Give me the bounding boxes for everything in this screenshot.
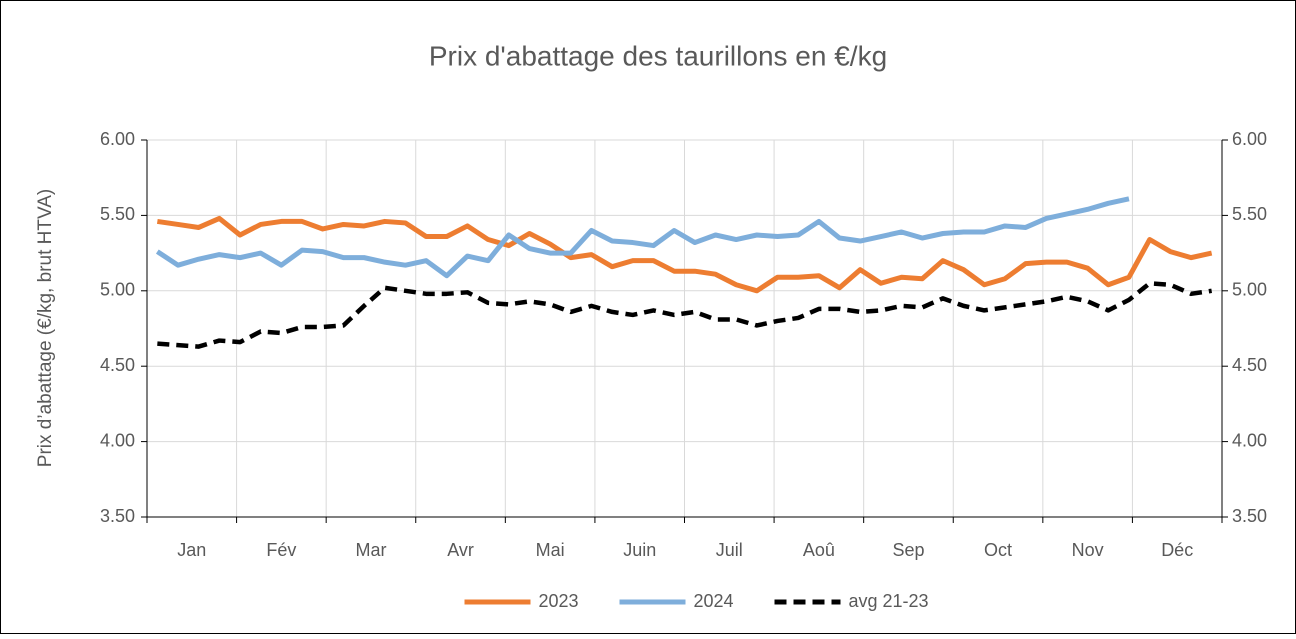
x-tick-label: Nov: [1072, 540, 1104, 560]
y-tick-label: 6.00: [100, 129, 135, 149]
y-tick-label: 4.50: [100, 355, 135, 375]
y-tick-label: 3.50: [100, 506, 135, 526]
y-axis-label: Prix d’abattage (€/kg, brut HTVA): [35, 189, 56, 467]
legend-label: avg 21-23: [849, 591, 929, 611]
y2-tick-label: 4.00: [1232, 430, 1267, 450]
y2-tick-label: 6.00: [1232, 129, 1267, 149]
line-series: [155, 196, 1130, 279]
x-tick-label: Juin: [623, 540, 656, 560]
x-tick-label: Oct: [984, 540, 1012, 560]
y2-tick-label: 4.50: [1232, 355, 1267, 375]
line-series: [157, 281, 1212, 349]
x-tick-label: Sep: [892, 540, 924, 560]
x-tick-label: Jan: [177, 540, 206, 560]
x-tick-label: Mar: [355, 540, 386, 560]
legend-label: 2024: [694, 591, 734, 611]
chart-title: Prix d'abattage des taurillons en €/kg: [429, 40, 887, 71]
y-tick-label: 5.50: [100, 204, 135, 224]
x-tick-label: Fév: [266, 540, 296, 560]
line-series: [156, 215, 1213, 294]
x-tick-label: Mai: [536, 540, 565, 560]
y-tick-label: 5.00: [100, 280, 135, 300]
x-tick-label: Juil: [716, 540, 743, 560]
x-tick-label: Aoû: [803, 540, 835, 560]
legend-label: 2023: [539, 591, 579, 611]
x-tick-label: Avr: [447, 540, 474, 560]
y2-tick-label: 5.50: [1232, 204, 1267, 224]
y2-tick-label: 3.50: [1232, 506, 1267, 526]
y-tick-label: 4.00: [100, 430, 135, 450]
y2-tick-label: 5.00: [1232, 280, 1267, 300]
x-tick-label: Déc: [1161, 540, 1193, 560]
